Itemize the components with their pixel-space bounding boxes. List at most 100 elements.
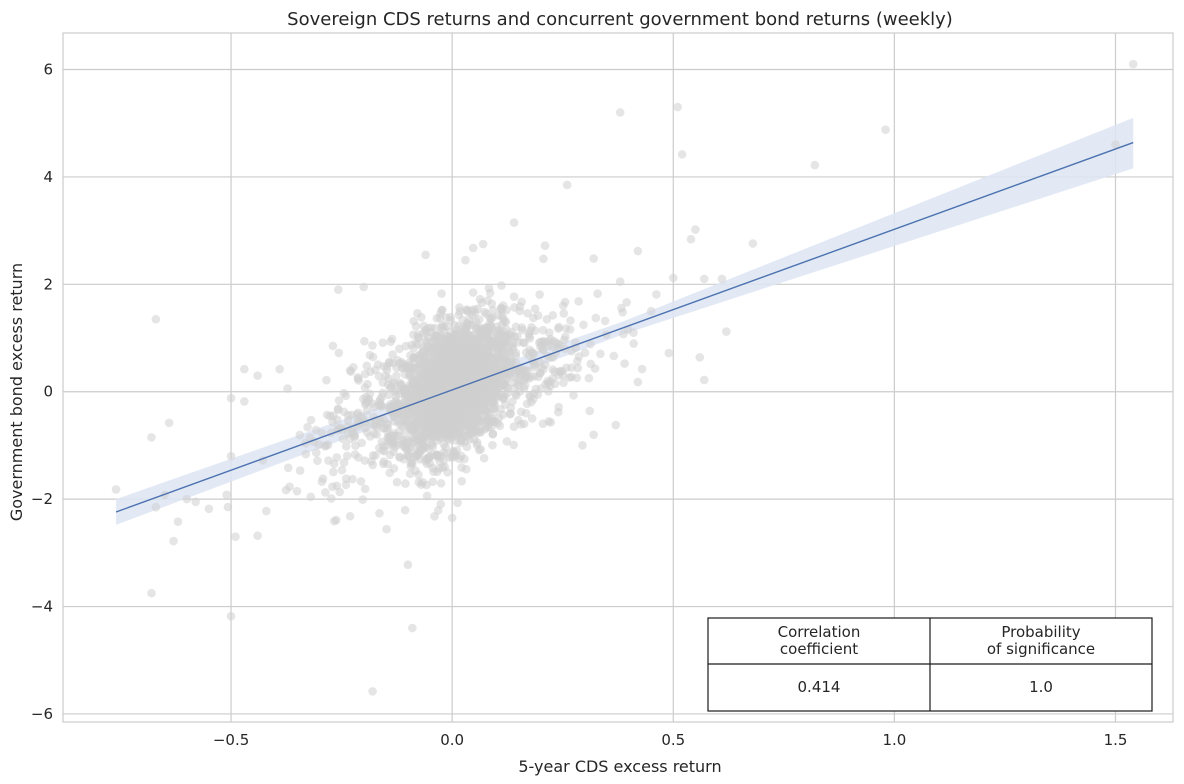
scatter-point bbox=[366, 367, 375, 376]
scatter-point bbox=[322, 375, 331, 385]
scatter-point bbox=[275, 364, 284, 374]
scatter-point bbox=[333, 405, 343, 414]
scatter-point bbox=[441, 442, 450, 452]
x-tick-label: 0.0 bbox=[440, 731, 464, 749]
scatter-point bbox=[611, 420, 621, 430]
scatter-point bbox=[881, 125, 890, 134]
scatter-point bbox=[470, 352, 480, 362]
scatter-point bbox=[468, 288, 478, 297]
scatter-point bbox=[335, 487, 344, 497]
scatter-point bbox=[341, 474, 351, 484]
y-axis-label: Government bond excess return bbox=[7, 263, 26, 521]
scatter-point bbox=[422, 491, 432, 501]
scatter-point bbox=[147, 588, 156, 598]
scatter-point bbox=[313, 456, 322, 466]
scatter-point bbox=[353, 373, 363, 382]
scatter-point bbox=[182, 494, 192, 504]
scatter-point bbox=[333, 285, 343, 294]
scatter-point bbox=[421, 250, 430, 260]
scatter-point bbox=[677, 150, 687, 159]
scatter-point bbox=[372, 430, 381, 439]
scatter-point bbox=[652, 290, 661, 299]
scatter-point bbox=[414, 470, 423, 479]
scatter-point bbox=[436, 332, 446, 342]
scatter-point bbox=[329, 467, 338, 477]
scatter-point bbox=[452, 396, 462, 405]
scatter-point bbox=[522, 399, 532, 409]
scatter-point bbox=[501, 324, 511, 334]
scatter-point bbox=[535, 290, 544, 299]
scatter-point bbox=[447, 513, 457, 523]
scatter-point bbox=[494, 311, 503, 320]
scatter-point bbox=[591, 313, 601, 323]
scatter-point bbox=[173, 517, 183, 526]
scatter-point bbox=[411, 451, 421, 461]
scatter-point bbox=[444, 335, 453, 345]
scatter-point bbox=[526, 326, 535, 336]
scatter-point bbox=[569, 391, 578, 400]
regression-line-group bbox=[115, 141, 1134, 513]
scatter-point bbox=[324, 456, 333, 465]
table-header-line: of significance bbox=[987, 640, 1095, 658]
scatter-point bbox=[318, 474, 328, 483]
scatter-point bbox=[368, 352, 378, 362]
probability-header: Probability of significance bbox=[987, 623, 1095, 658]
scatter-point bbox=[523, 308, 532, 318]
x-tick-labels: −0.5 0.0 0.5 1.0 1.5 bbox=[213, 731, 1128, 749]
scatter-point bbox=[529, 371, 539, 381]
y-tick-label: 2 bbox=[43, 275, 53, 293]
scatter-point bbox=[488, 440, 497, 450]
scatter-point bbox=[327, 494, 336, 503]
scatter-point bbox=[566, 316, 575, 325]
scatter-point bbox=[423, 407, 433, 416]
scatter-point bbox=[261, 506, 271, 516]
y-tick-labels: −6 −4 −2 0 2 4 6 bbox=[31, 61, 53, 723]
scatter-point bbox=[414, 434, 424, 443]
y-tick-label: −4 bbox=[31, 598, 53, 616]
scatter-point bbox=[539, 365, 548, 374]
scatter-point bbox=[362, 398, 372, 407]
scatter-point bbox=[538, 325, 548, 335]
scatter-point bbox=[281, 485, 291, 495]
x-tick-label: −0.5 bbox=[213, 731, 249, 749]
scatter-point bbox=[565, 325, 575, 334]
scatter-point bbox=[362, 406, 372, 415]
scatter-point bbox=[414, 333, 423, 343]
scatter-point bbox=[379, 457, 389, 466]
scatter-point bbox=[593, 289, 602, 298]
scatter-point bbox=[452, 432, 461, 441]
scatter-point bbox=[468, 243, 478, 253]
scatter-point bbox=[579, 320, 588, 330]
scatter-point bbox=[553, 407, 563, 417]
scatter-point bbox=[600, 316, 610, 326]
scatter-point bbox=[375, 509, 384, 518]
scatter-point bbox=[503, 347, 512, 357]
scatter-point bbox=[589, 254, 598, 263]
scatter-point bbox=[509, 218, 519, 227]
scatter-point bbox=[428, 442, 438, 452]
scatter-point bbox=[231, 532, 240, 542]
scatter-point bbox=[417, 313, 426, 322]
scatter-point bbox=[451, 412, 461, 421]
x-tick-label: 1.5 bbox=[1104, 731, 1128, 749]
scatter-point bbox=[609, 351, 619, 361]
scatter-point bbox=[559, 378, 568, 388]
scatter-point bbox=[389, 438, 398, 447]
scatter-point bbox=[586, 359, 596, 369]
scatter-point bbox=[554, 322, 564, 332]
scatter-point bbox=[306, 415, 316, 425]
scatter-point bbox=[357, 438, 366, 448]
scatter-point bbox=[446, 312, 455, 322]
scatter-point bbox=[722, 327, 731, 336]
scatter-point bbox=[637, 364, 647, 374]
correlation-value: 0.414 bbox=[798, 678, 841, 696]
scatter-point bbox=[382, 362, 392, 371]
scatter-point bbox=[490, 417, 500, 426]
scatter-point bbox=[450, 356, 459, 365]
scatter-point bbox=[400, 390, 410, 399]
scatter-point bbox=[560, 297, 570, 307]
scatter-point bbox=[390, 417, 399, 426]
scatter-point bbox=[459, 352, 468, 361]
scatter-point bbox=[515, 302, 525, 311]
scatter-point bbox=[360, 383, 370, 392]
